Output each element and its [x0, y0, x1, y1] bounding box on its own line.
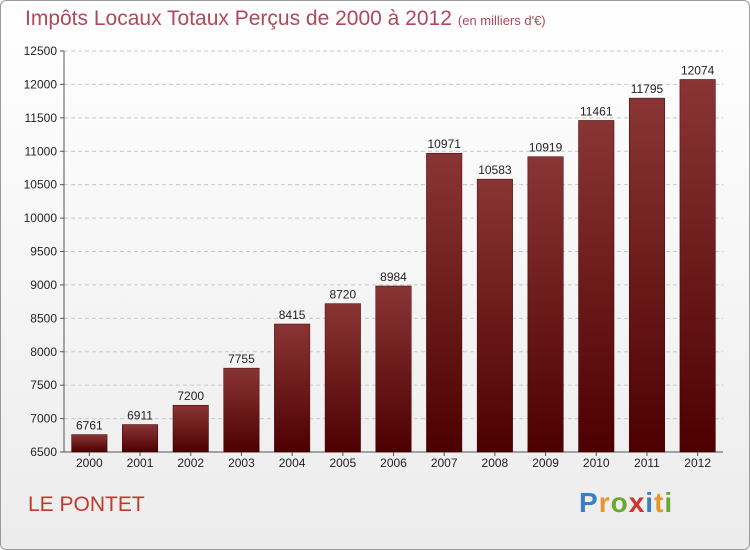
- bars: [71, 79, 716, 453]
- bar-2004: [274, 323, 311, 453]
- y-tick-label: 8500: [30, 311, 57, 325]
- bar-2002: [172, 404, 209, 453]
- y-tick-label: 10000: [24, 211, 58, 225]
- value-label-2011: 11795: [631, 82, 664, 96]
- x-tick-label-2011: 2011: [634, 456, 660, 470]
- y-tick-label: 12500: [24, 44, 58, 58]
- y-tick-label: 6500: [30, 445, 57, 459]
- value-label-2001: 6911: [127, 409, 153, 423]
- bar-2007: [426, 152, 463, 453]
- logo-letter: r: [598, 487, 611, 518]
- logo-letter: x: [628, 487, 646, 518]
- bar-2009: [527, 156, 564, 453]
- value-label-2000: 6761: [76, 419, 103, 433]
- y-tick-label: 7500: [30, 378, 57, 392]
- logo-letter: i: [664, 487, 674, 518]
- y-tick-label: 11500: [25, 111, 58, 125]
- bar-2008: [476, 178, 513, 453]
- labels: 6500 7000 7500 8000 8500 9000 9500 10000 10500 11…: [24, 44, 715, 470]
- x-tick-label-2007: 2007: [431, 456, 458, 470]
- x-tick-label-2008: 2008: [482, 456, 509, 470]
- x-tick-label-2004: 2004: [279, 456, 306, 470]
- value-label-2012: 12074: [681, 63, 715, 77]
- bar-2011: [628, 97, 665, 453]
- value-label-2005: 8720: [329, 288, 356, 302]
- bar-2000: [71, 434, 108, 453]
- y-tick-label: 11000: [25, 144, 58, 158]
- value-label-2002: 7200: [177, 389, 204, 403]
- commune-name: LE PONTET: [28, 493, 145, 516]
- x-tick-label-2009: 2009: [532, 456, 559, 470]
- bar-2012: [679, 79, 716, 453]
- bar-2006: [375, 285, 412, 453]
- value-label-2007: 10971: [428, 137, 462, 151]
- value-label-2004: 8415: [279, 308, 306, 322]
- logo-letter: i: [645, 487, 655, 518]
- x-tick-label-2012: 2012: [684, 456, 711, 470]
- x-tick-label-2003: 2003: [228, 456, 255, 470]
- bar-2003: [223, 367, 260, 453]
- value-label-2003: 7755: [228, 352, 255, 366]
- bar-2001: [122, 424, 159, 453]
- logo-letter: P: [579, 487, 599, 518]
- value-label-2008: 10583: [478, 163, 512, 177]
- x-tick-label-2002: 2002: [177, 456, 204, 470]
- logo-letter: t: [654, 487, 665, 518]
- x-tick-label-2010: 2010: [583, 456, 610, 470]
- y-tick-label: 12000: [24, 77, 58, 91]
- logo-letter: o: [610, 487, 629, 518]
- x-tick-label-2001: 2001: [127, 456, 154, 470]
- y-tick-label: 9500: [30, 245, 57, 259]
- chart-title-text: Impôts Locaux Totaux Perçus de 2000 à 20…: [25, 7, 452, 30]
- y-tick-label: 8000: [30, 345, 57, 359]
- x-tick-label-2005: 2005: [329, 456, 356, 470]
- value-label-2006: 8984: [380, 270, 407, 284]
- proxiti-logo: Proxiti: [579, 487, 673, 519]
- bar-2010: [578, 120, 615, 453]
- x-tick-label-2006: 2006: [380, 456, 407, 470]
- chart-subtitle: (en milliers d'€): [457, 13, 546, 28]
- value-label-2009: 10919: [529, 141, 563, 155]
- chart-title: Impôts Locaux Totaux Perçus de 2000 à 20…: [25, 7, 546, 31]
- bar-2005: [324, 303, 361, 453]
- y-tick-label: 7000: [30, 412, 57, 426]
- y-tick-label: 10500: [24, 178, 58, 192]
- value-label-2010: 11461: [580, 104, 613, 118]
- x-tick-label-2000: 2000: [76, 456, 103, 470]
- y-tick-label: 9000: [30, 278, 57, 292]
